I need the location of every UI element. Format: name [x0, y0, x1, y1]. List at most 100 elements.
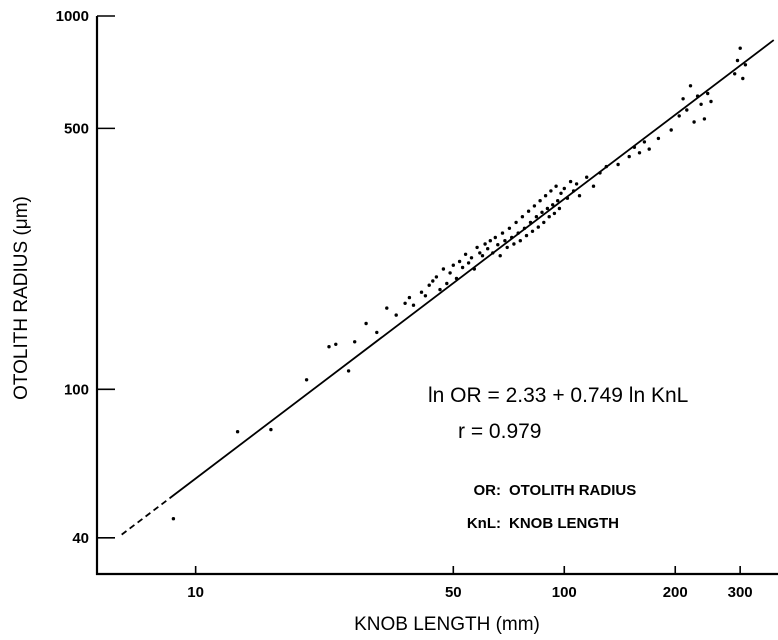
- data-points: [171, 46, 748, 521]
- data-point: [441, 267, 446, 271]
- data-point: [480, 254, 485, 258]
- data-point: [403, 301, 407, 305]
- data-point: [538, 199, 542, 203]
- x-axis-title: KNOB LENGTH (mm): [354, 614, 540, 635]
- data-point: [512, 242, 516, 246]
- data-point: [743, 63, 748, 67]
- data-point: [451, 263, 455, 267]
- regression-line-group: [121, 39, 775, 536]
- data-point: [364, 321, 368, 326]
- data-point: [552, 211, 557, 216]
- x-tick-label: 100: [552, 584, 577, 601]
- data-point: [556, 199, 560, 203]
- data-point: [423, 294, 428, 298]
- y-axis-title: OTOLITH RADIUS (μm): [11, 196, 32, 400]
- data-point: [493, 235, 497, 240]
- x-tick-label: 200: [663, 584, 688, 601]
- data-point: [642, 140, 647, 144]
- data-point: [496, 243, 500, 247]
- data-point: [394, 313, 398, 317]
- data-point: [438, 287, 442, 292]
- legend-knl-key: KnL:: [467, 515, 501, 532]
- data-point: [518, 239, 522, 243]
- y-tick-label: 1000: [56, 8, 89, 25]
- data-point: [577, 194, 582, 198]
- data-point: [483, 242, 487, 246]
- data-point: [545, 206, 550, 211]
- data-point: [375, 330, 379, 335]
- data-point: [385, 306, 389, 310]
- data-point: [692, 120, 696, 124]
- data-point: [702, 117, 707, 121]
- data-point: [733, 72, 737, 76]
- data-point: [536, 225, 540, 229]
- data-point: [469, 256, 474, 260]
- data-point: [460, 265, 465, 270]
- data-point: [457, 259, 462, 264]
- y-tick-label: 40: [72, 530, 89, 547]
- y-tick-label: 100: [64, 381, 89, 398]
- data-point: [709, 99, 713, 104]
- data-point: [543, 194, 548, 198]
- data-point: [419, 290, 424, 294]
- data-point: [269, 427, 273, 432]
- x-tick-label: 10: [187, 584, 204, 601]
- data-point: [327, 345, 331, 349]
- data-point: [532, 204, 537, 208]
- data-point: [551, 203, 555, 207]
- data-point: [669, 128, 673, 132]
- data-point: [585, 175, 589, 179]
- x-tick-label: 300: [728, 584, 753, 601]
- data-point: [530, 229, 535, 233]
- data-point: [466, 261, 471, 265]
- data-point: [549, 189, 553, 193]
- data-point: [627, 154, 631, 159]
- data-point: [706, 91, 710, 96]
- legend-or-text: OTOLITH RADIUS: [509, 482, 636, 499]
- data-point: [478, 251, 482, 255]
- data-point: [542, 220, 546, 225]
- data-point: [699, 102, 703, 107]
- data-point: [500, 231, 505, 235]
- tick-marks: 10 50 100 200 300 40 100 500 1000: [56, 8, 753, 601]
- x-tick-label: 50: [445, 584, 462, 601]
- data-point: [647, 147, 651, 151]
- data-point: [445, 281, 449, 286]
- data-point: [514, 220, 518, 225]
- data-point: [434, 275, 439, 279]
- legend-or-key: OR:: [474, 482, 502, 499]
- data-point: [448, 271, 452, 275]
- data-point: [557, 206, 562, 211]
- data-point: [591, 184, 596, 188]
- data-point: [738, 46, 742, 50]
- data-point: [498, 254, 502, 258]
- regression-line: [169, 39, 775, 499]
- data-point: [568, 179, 573, 184]
- axes: [95, 16, 778, 576]
- data-point: [346, 369, 351, 373]
- data-point: [681, 97, 685, 101]
- data-point: [407, 295, 412, 300]
- regression-equation: ln OR = 2.33 + 0.749 ln KnL: [428, 384, 688, 407]
- regression-line-extrapolated: [121, 497, 171, 536]
- data-point: [534, 215, 539, 219]
- legend-knl-text: KNOB LENGTH: [509, 515, 619, 532]
- data-point: [688, 84, 693, 88]
- data-point: [427, 283, 431, 287]
- data-point: [526, 209, 531, 213]
- data-point: [235, 430, 240, 434]
- data-point: [171, 517, 176, 521]
- data-point: [488, 239, 492, 243]
- y-tick-label: 500: [64, 120, 89, 137]
- data-point: [559, 191, 563, 195]
- data-point: [656, 136, 661, 141]
- data-point: [463, 252, 468, 256]
- data-point: [304, 378, 309, 382]
- data-point: [507, 226, 512, 230]
- data-point: [520, 215, 525, 219]
- data-point: [574, 182, 579, 186]
- data-point: [562, 186, 566, 191]
- data-point: [411, 303, 416, 307]
- correlation-coefficient: r = 0.979: [458, 420, 541, 443]
- data-point: [505, 245, 509, 250]
